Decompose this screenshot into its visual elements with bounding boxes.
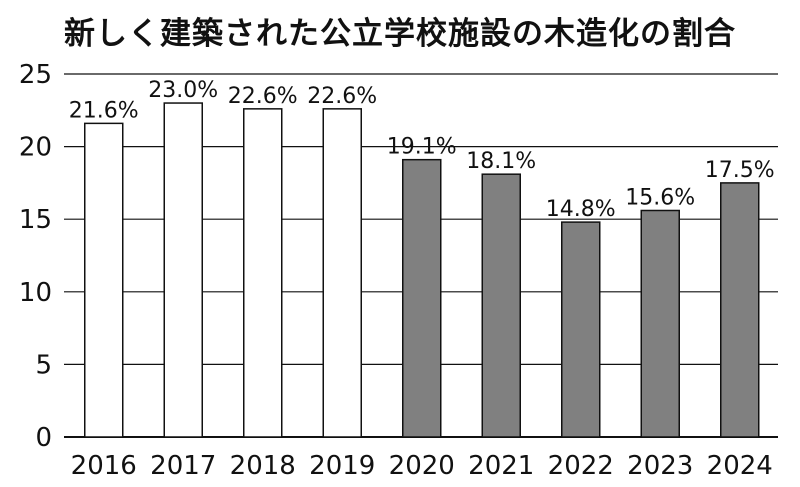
- y-tick-label: 5: [35, 350, 52, 380]
- bar-2020: [402, 158, 442, 438]
- x-tick-label-2018: 2018: [230, 451, 296, 481]
- y-axis-ticks: 0 5 10 15 20 25: [19, 60, 52, 453]
- data-label-2024: 17.5%: [705, 158, 775, 183]
- bar-2017: [163, 102, 203, 438]
- data-label-2020: 19.1%: [387, 135, 457, 160]
- bar-2022: [561, 221, 601, 438]
- x-tick-label-2016: 2016: [71, 451, 137, 481]
- bar-2016: [84, 122, 124, 438]
- x-axis-ticks: 2016 2017 2018 2019 2020 2021 2022 2023 2024: [71, 451, 773, 481]
- bar-2019: [322, 108, 362, 438]
- x-tick-label-2021: 2021: [468, 451, 534, 481]
- x-tick-label-2024: 2024: [707, 451, 773, 481]
- data-label-2016: 21.6%: [69, 98, 139, 123]
- data-label-2017: 23.0%: [148, 78, 218, 103]
- bar-2018: [243, 108, 283, 438]
- x-tick-label-2020: 2020: [389, 451, 455, 481]
- data-label-2018: 22.6%: [228, 84, 298, 109]
- y-tick-label: 20: [19, 133, 52, 163]
- y-tick-label: 0: [35, 423, 52, 453]
- data-labels: 21.6% 23.0% 22.6% 22.6% 19.1% 18.1% 14.8% 15.6%…: [69, 78, 775, 222]
- bar-2024: [720, 182, 760, 438]
- data-label-2022: 14.8%: [546, 197, 616, 222]
- y-tick-label: 10: [19, 278, 52, 308]
- x-tick-label-2022: 2022: [548, 451, 614, 481]
- chart-title: 新しく建築された公立学校施設の木造化の割合: [64, 16, 736, 52]
- x-tick-label-2017: 2017: [150, 451, 216, 481]
- y-tick-label: 15: [19, 205, 52, 235]
- bar-2023: [640, 209, 680, 438]
- bars: [84, 102, 760, 438]
- x-tick-label-2019: 2019: [309, 451, 375, 481]
- y-tick-label: 25: [19, 60, 52, 90]
- x-tick-label-2023: 2023: [627, 451, 693, 481]
- data-label-2023: 15.6%: [625, 185, 695, 210]
- bar-2021: [481, 173, 521, 438]
- data-label-2021: 18.1%: [466, 149, 536, 174]
- data-label-2019: 22.6%: [307, 84, 377, 109]
